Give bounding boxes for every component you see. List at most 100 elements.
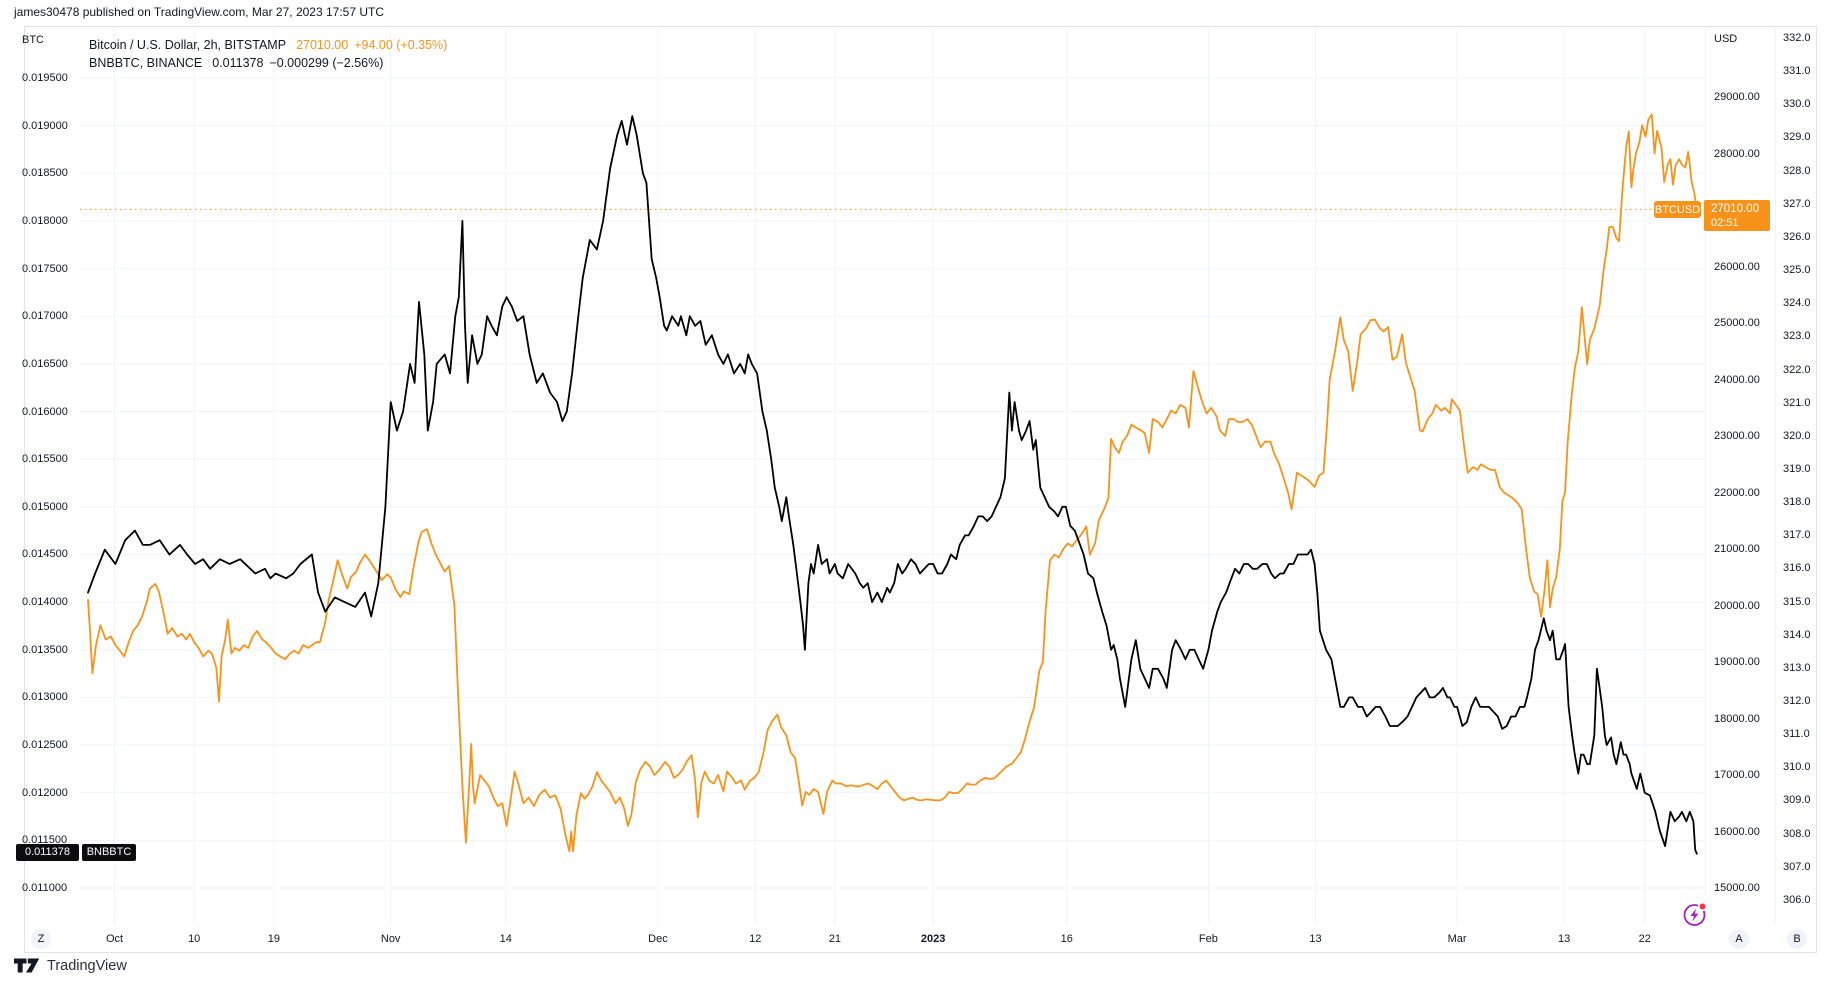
usd-scale-label: 17000.00	[1714, 769, 1760, 781]
series-bnbbtc-line	[87, 115, 1698, 855]
left-scale-label: 0.016500	[22, 357, 68, 370]
usd-scale-label: 21000.00	[1714, 543, 1760, 555]
left-scale-label: 0.015500	[22, 453, 68, 466]
outer-scale-label: 306.0	[1783, 893, 1811, 906]
outer-scale-label: 315.0	[1783, 595, 1811, 608]
usd-scale-label: 18000.00	[1714, 712, 1760, 725]
usd-scale-label: 24000.00	[1714, 373, 1760, 386]
tradingview-logo-text: TradingView	[47, 957, 127, 974]
left-scale-label: 0.013500	[22, 643, 68, 656]
time-axis-label: 14	[499, 933, 512, 945]
usd-scale-label: 15000.00	[1714, 882, 1760, 894]
left-scale-label: 0.012000	[22, 786, 68, 799]
usd-scale-label: 23000.00	[1714, 430, 1760, 442]
legend-row-btcusd[interactable]: Bitcoin / U.S. Dollar, 2h, BITSTAMP 27010…	[89, 36, 447, 54]
outer-scale-label: 316.0	[1783, 562, 1811, 575]
left-scale-label: 0.014000	[22, 596, 68, 609]
time-axis-label: Nov	[380, 933, 401, 945]
outer-scale-separator	[1775, 26, 1776, 925]
left-scale-label: 0.011000	[22, 881, 68, 894]
outer-scale-label: 314.0	[1783, 628, 1811, 641]
outer-scale-label: 319.0	[1783, 462, 1811, 475]
bnbbtc-symbol-tag: BNBBTC	[82, 843, 136, 861]
notification-dot	[1699, 903, 1706, 910]
tradingview-logo-icon	[14, 958, 40, 973]
usd-scale-separator	[1705, 26, 1706, 925]
legend-btcusd-symbol: Bitcoin / U.S. Dollar, 2h, BITSTAMP	[89, 38, 287, 52]
btcusd-price-label: 27010.00 02:51	[1704, 200, 1770, 232]
legend-bnbbtc-price: 0.011378	[212, 56, 264, 70]
usd-scale-label: 19000.00	[1714, 656, 1760, 668]
outer-scale-label: 326.0	[1783, 230, 1811, 243]
left-scale-label: 0.012500	[22, 739, 68, 752]
outer-scale-label: 309.0	[1783, 794, 1811, 807]
outer-scale-label: 328.0	[1783, 164, 1811, 177]
attribution-text: james30478 published on TradingView.com,…	[14, 5, 385, 19]
chart-frame	[24, 26, 1817, 953]
legend-bnbbtc-symbol: BNBBTC, BINANCE	[89, 56, 203, 70]
lightning-bolt-icon	[1690, 908, 1699, 922]
outer-scale-label: 320.0	[1783, 429, 1811, 442]
timezone-button[interactable]: Z	[31, 929, 51, 949]
time-axis-label: 19	[267, 933, 280, 945]
left-scale-label: 0.017000	[22, 310, 68, 323]
usd-scale-label: 25000.00	[1714, 317, 1760, 329]
left-scale-label: 0.019500	[22, 72, 68, 84]
outer-scale-label: 318.0	[1783, 496, 1811, 509]
time-axis-label: Oct	[105, 933, 124, 945]
flash-snapshot-icon[interactable]	[1680, 900, 1710, 930]
time-axis-label: 21	[828, 933, 842, 945]
outer-scale-label: 311.0	[1783, 728, 1810, 741]
outer-scale-label: 330.0	[1783, 98, 1811, 111]
outer-scale-label: 322.0	[1783, 363, 1811, 376]
time-axis-label: 2023	[920, 933, 946, 945]
left-scale-label: 0.015000	[22, 500, 68, 513]
outer-scale-label: 310.0	[1783, 761, 1811, 774]
outer-scale-label: 331.0	[1783, 65, 1811, 78]
btcusd-symbol-tag: BTCUSD	[1654, 201, 1701, 219]
time-axis-label: 16	[1060, 933, 1073, 945]
series-btcusd-line	[87, 113, 1698, 853]
outer-scale-label: 324.0	[1783, 297, 1811, 310]
time-axis[interactable]: Oct 10 19 Nov 14 Dec 12 21 2023 16 Feb 13 Mar 13 22	[0, 925, 1834, 953]
left-scale-label: 0.013000	[22, 691, 68, 704]
btcusd-countdown: 02:51	[1711, 217, 1739, 230]
left-scale-label: 0.018500	[22, 167, 68, 180]
left-scale-label: 0.018000	[22, 214, 68, 227]
outer-scale-label: 308.0	[1783, 827, 1811, 840]
usd-scale-title: USD	[1714, 33, 1738, 45]
outer-scale-label: 327.0	[1783, 197, 1811, 210]
usd-scale-label: 20000.00	[1714, 599, 1760, 612]
time-axis-label: Dec	[648, 933, 668, 945]
outer-scale-label: 332.0	[1783, 32, 1811, 44]
time-axis-label: Feb	[1198, 933, 1218, 945]
btcusd-price-value: 27010.00	[1711, 203, 1759, 216]
tradingview-logo[interactable]: TradingView	[14, 957, 127, 974]
time-axis-label: 22	[1638, 933, 1651, 945]
outer-scale-label: 313.0	[1783, 661, 1811, 674]
time-axis-label: 13	[1309, 933, 1322, 945]
time-axis-label: 12	[749, 933, 762, 945]
legend-bnbbtc-change: −0.000299 (−2.56%)	[269, 56, 384, 70]
left-scale-label: 0.017500	[22, 262, 68, 275]
scale-b-button[interactable]: B	[1787, 929, 1807, 949]
left-scale-label: 0.019000	[22, 119, 68, 132]
left-scale-label: 0.014500	[22, 548, 68, 561]
outer-scale-label: 329.0	[1783, 131, 1811, 144]
legend-row-bnbbtc[interactable]: BNBBTC, BINANCE 0.011378 −0.000299 (−2.56%…	[89, 54, 447, 72]
outer-scale-label: 317.0	[1783, 529, 1811, 542]
usd-scale-label: 29000.00	[1714, 91, 1760, 103]
time-axis-label: 13	[1558, 933, 1571, 945]
left-scale-title: BTC	[22, 34, 44, 46]
legend-btcusd-change: +94.00 (+0.35%)	[354, 38, 448, 52]
scale-a-button[interactable]: A	[1729, 929, 1749, 949]
outer-scale-label: 312.0	[1783, 695, 1811, 707]
legend: Bitcoin / U.S. Dollar, 2h, BITSTAMP 27010…	[89, 36, 447, 72]
legend-btcusd-price: 27010.00	[296, 38, 349, 52]
outer-scale-label: 323.0	[1783, 330, 1811, 343]
outer-scale-label: 307.0	[1783, 860, 1811, 873]
usd-scale-label: 26000.00	[1714, 260, 1760, 273]
bnbbtc-price-label: 0.011378	[16, 843, 79, 861]
time-axis-label: 10	[188, 933, 201, 945]
